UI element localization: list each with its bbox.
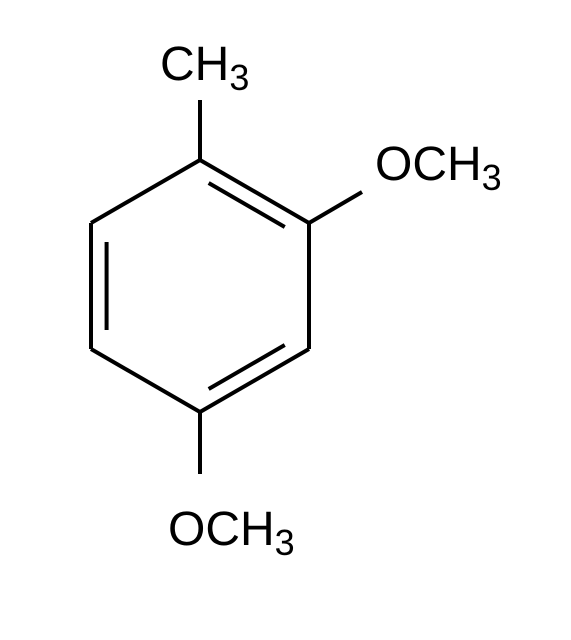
bond-c2-o-top xyxy=(309,192,362,223)
chemical-structure: CH3 OCH3 OCH3 xyxy=(0,0,571,640)
bond-c3-c4 xyxy=(200,349,309,412)
bond-c4-c5 xyxy=(91,349,200,412)
bond-c3-c4-inner xyxy=(209,345,285,389)
bond-c1-c2 xyxy=(200,160,309,223)
label-och3-bot: OCH3 xyxy=(168,503,295,563)
bond-c6-c1 xyxy=(91,160,200,223)
label-ch3-top: CH3 xyxy=(160,38,249,98)
bond-c1-c2-inner xyxy=(209,183,285,227)
label-och3-right: OCH3 xyxy=(375,138,502,198)
